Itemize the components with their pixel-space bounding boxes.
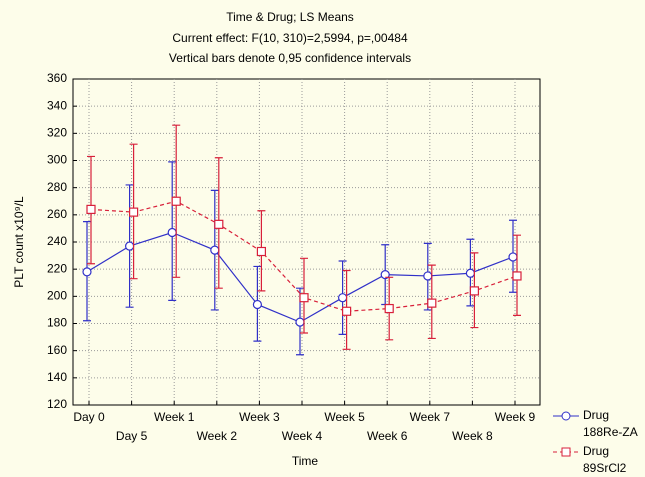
marker — [512, 271, 522, 281]
x-tick-label: Week 6 — [367, 429, 408, 443]
x-axis-label: Time — [292, 454, 319, 468]
marker — [469, 286, 479, 296]
legend-group: Drug — [583, 408, 609, 422]
y-tick-label: 280 — [47, 180, 67, 194]
y-tick-label: 220 — [47, 261, 67, 275]
marker — [299, 293, 309, 303]
marker — [86, 204, 96, 214]
y-tick-label: 320 — [47, 126, 67, 140]
x-tick-label: Week 9 — [495, 410, 536, 424]
legend-marker — [561, 447, 571, 457]
y-tick-label: 140 — [47, 370, 67, 384]
y-tick-label: 360 — [47, 71, 67, 85]
marker — [171, 196, 181, 206]
marker — [384, 303, 394, 314]
chart-subtitle: Current effect: F(10, 310)=2,5994, p=,00… — [172, 31, 408, 45]
marker — [210, 245, 220, 255]
marker — [338, 293, 348, 303]
marker — [380, 270, 390, 280]
x-tick-label: Day 0 — [73, 410, 105, 424]
x-tick-label: Week 4 — [282, 429, 323, 443]
marker — [508, 252, 518, 262]
x-tick-label: Week 2 — [197, 429, 238, 443]
marker — [252, 299, 262, 310]
marker — [465, 268, 475, 278]
marker — [125, 241, 135, 251]
legend-marker — [561, 411, 571, 421]
y-tick-label: 120 — [47, 397, 67, 411]
y-tick-label: 160 — [47, 343, 67, 357]
marker — [342, 306, 352, 316]
plot-area — [72, 78, 541, 406]
marker — [427, 298, 437, 308]
x-tick-label: Week 5 — [324, 410, 365, 424]
marker — [423, 271, 433, 281]
marker — [129, 207, 139, 217]
marker — [82, 267, 92, 277]
x-tick-label: Week 8 — [452, 429, 493, 443]
marker — [256, 246, 266, 257]
x-tick-label: Week 3 — [239, 410, 280, 424]
y-tick-label: 260 — [47, 207, 67, 221]
y-tick-label: 180 — [47, 316, 67, 330]
x-tick-label: Week 1 — [154, 410, 195, 424]
y-tick-label: 240 — [47, 234, 67, 248]
marker — [167, 227, 177, 238]
y-tick-label: 200 — [47, 289, 67, 303]
legend-label: 89SrCl2 — [583, 461, 627, 475]
y-axis-label: PLT count x10⁹/L — [12, 196, 26, 288]
x-tick-label: Week 7 — [410, 410, 451, 424]
legend-label: 188Re-ZA — [583, 425, 638, 439]
chart-note: Vertical bars denote 0,95 confidence int… — [169, 51, 411, 65]
y-tick-label: 340 — [47, 98, 67, 112]
chart-title: Time & Drug; LS Means — [226, 10, 354, 24]
marker — [214, 219, 224, 229]
legend-group: Drug — [583, 444, 609, 458]
y-tick-label: 300 — [47, 153, 67, 167]
x-tick-label: Day 5 — [116, 429, 148, 443]
marker — [295, 317, 305, 327]
